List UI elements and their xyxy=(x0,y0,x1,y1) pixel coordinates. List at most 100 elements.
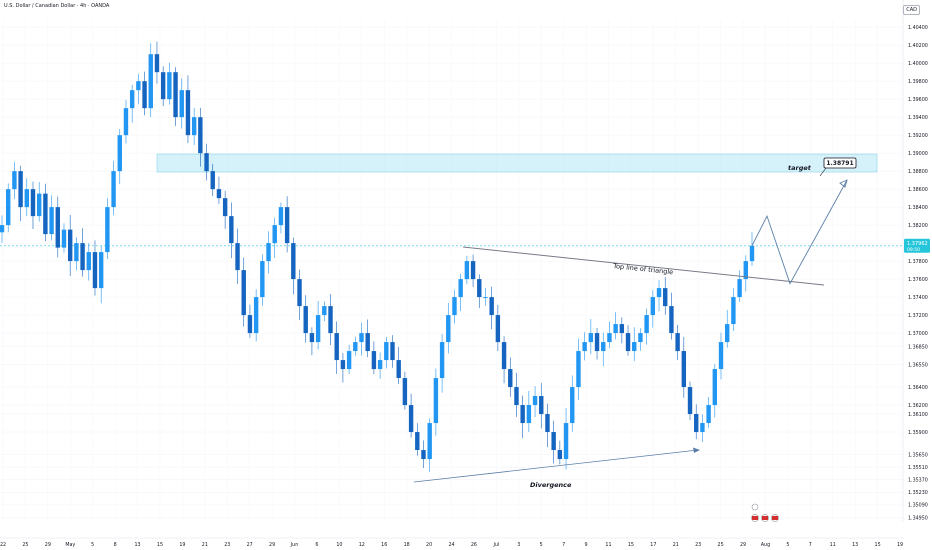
candle-body xyxy=(390,342,395,361)
time-tick-label: 13 xyxy=(134,542,140,548)
time-tick-label: 13 xyxy=(852,542,858,548)
candle-body xyxy=(24,189,29,208)
candle-body xyxy=(551,432,556,451)
candle-body xyxy=(669,306,674,334)
candle-body xyxy=(322,306,327,316)
time-tick-label: 29 xyxy=(740,542,746,548)
candle-body xyxy=(12,171,17,190)
candle-body xyxy=(749,245,755,262)
time-tick-label: 19 xyxy=(179,542,185,548)
price-tick-label: 1.36550 xyxy=(908,362,928,368)
triangle-top-line[interactable] xyxy=(462,246,825,286)
candle-body xyxy=(142,81,147,109)
candle-body xyxy=(36,193,42,217)
candle-body xyxy=(235,243,240,271)
candle-body xyxy=(353,342,358,352)
candle-body xyxy=(123,108,129,136)
candle-body xyxy=(737,279,742,298)
candle-body xyxy=(594,333,600,352)
price-tick-label: 1.36400 xyxy=(908,385,928,391)
price-tick-label: 1.40400 xyxy=(908,25,928,31)
time-tick-label: 3 xyxy=(517,542,520,548)
candle-body xyxy=(563,423,569,460)
candle-body xyxy=(222,198,228,217)
candle-body xyxy=(483,297,488,299)
candle-body xyxy=(371,351,377,370)
candle-body xyxy=(148,54,153,109)
price-tick-label: 1.39000 xyxy=(908,151,928,157)
candle-body xyxy=(675,333,680,352)
time-tick-label: Jun xyxy=(290,542,299,548)
candle-body xyxy=(278,207,284,226)
candle-body xyxy=(241,270,246,316)
price-axis[interactable]: 1.40400 1.40200 1.40000 1.39800 1.39600 1.394… xyxy=(902,0,928,522)
time-tick-label: 9 xyxy=(585,542,588,548)
candle-body xyxy=(520,405,525,424)
price-tick-label: 1.39400 xyxy=(908,115,928,121)
time-tick-label: 10 xyxy=(336,542,342,548)
gridlines xyxy=(0,20,903,522)
candle-body xyxy=(408,405,414,433)
candle-body xyxy=(377,360,383,370)
target-connector xyxy=(819,167,827,177)
flag-icon xyxy=(762,516,768,520)
candle-body xyxy=(731,297,736,325)
time-tick-label: 18 xyxy=(404,542,410,548)
time-tick-label: 7 xyxy=(562,542,565,548)
candle-body xyxy=(576,351,581,388)
candle-body xyxy=(570,387,575,424)
projection-path[interactable] xyxy=(751,179,848,285)
time-tick-label: 29 xyxy=(269,542,275,548)
price-tick-label: 1.35900 xyxy=(908,430,928,436)
time-tick-label: 17 xyxy=(650,542,656,548)
flag-icon xyxy=(752,516,758,520)
price-tick-label: 1.34950 xyxy=(908,515,928,521)
candle-body xyxy=(402,378,408,406)
candle-body xyxy=(129,90,135,109)
price-tick-label: 1.37400 xyxy=(908,295,928,301)
price-tick-label: 1.37800 xyxy=(908,259,928,265)
candle-body xyxy=(86,252,91,271)
time-tick-label: 24 xyxy=(448,542,454,548)
time-tick-label: 15 xyxy=(875,542,881,548)
candle-body xyxy=(539,396,544,415)
candle-body xyxy=(452,297,457,316)
time-tick-label: 5 xyxy=(91,542,94,548)
time-tick-label: 25 xyxy=(718,542,724,548)
candle-body xyxy=(427,423,432,460)
countdown-value: 09:50 xyxy=(907,247,920,253)
time-tick-label: 29 xyxy=(45,542,51,548)
candle-body xyxy=(167,72,172,100)
candle-body xyxy=(309,333,315,343)
currency-badge[interactable]: CAD xyxy=(903,5,920,15)
price-tick-label: 1.39600 xyxy=(908,97,928,103)
price-tick-label: 1.35370 xyxy=(908,478,928,484)
info-icon xyxy=(751,503,759,511)
candle-body xyxy=(346,351,352,370)
candle-body xyxy=(210,171,215,190)
projection-arrowhead xyxy=(839,179,848,188)
time-axis[interactable]: 22 25 29 May 5 8 13 15 19 21 23 27 29 Jun 6 10 12 16 18 20 2… xyxy=(0,537,903,548)
target-price-box[interactable] xyxy=(823,157,857,169)
time-tick-label: 6 xyxy=(315,542,318,548)
candle-body xyxy=(111,171,116,208)
candle-body xyxy=(191,117,197,136)
time-tick-label: 11 xyxy=(830,542,836,548)
candle-body xyxy=(582,342,587,352)
price-tick-label: 1.36200 xyxy=(908,403,928,409)
divergence-line[interactable] xyxy=(413,449,699,483)
candle-body xyxy=(266,243,271,262)
price-tick-label: 1.39800 xyxy=(908,79,928,85)
candle-body xyxy=(303,306,308,334)
candle-body xyxy=(229,216,234,244)
candle-body xyxy=(247,315,253,334)
candle-body xyxy=(291,243,296,280)
candle-body xyxy=(365,333,370,352)
symbol-title[interactable]: U.S. Dollar / Canadian Dollar · 4h · OAN… xyxy=(4,3,110,9)
annotation-divergence: Divergence xyxy=(530,481,572,489)
candle-body xyxy=(61,229,67,248)
time-tick-label: 16 xyxy=(381,542,387,548)
annotation-target: target xyxy=(788,164,812,172)
candle-body xyxy=(98,252,104,289)
